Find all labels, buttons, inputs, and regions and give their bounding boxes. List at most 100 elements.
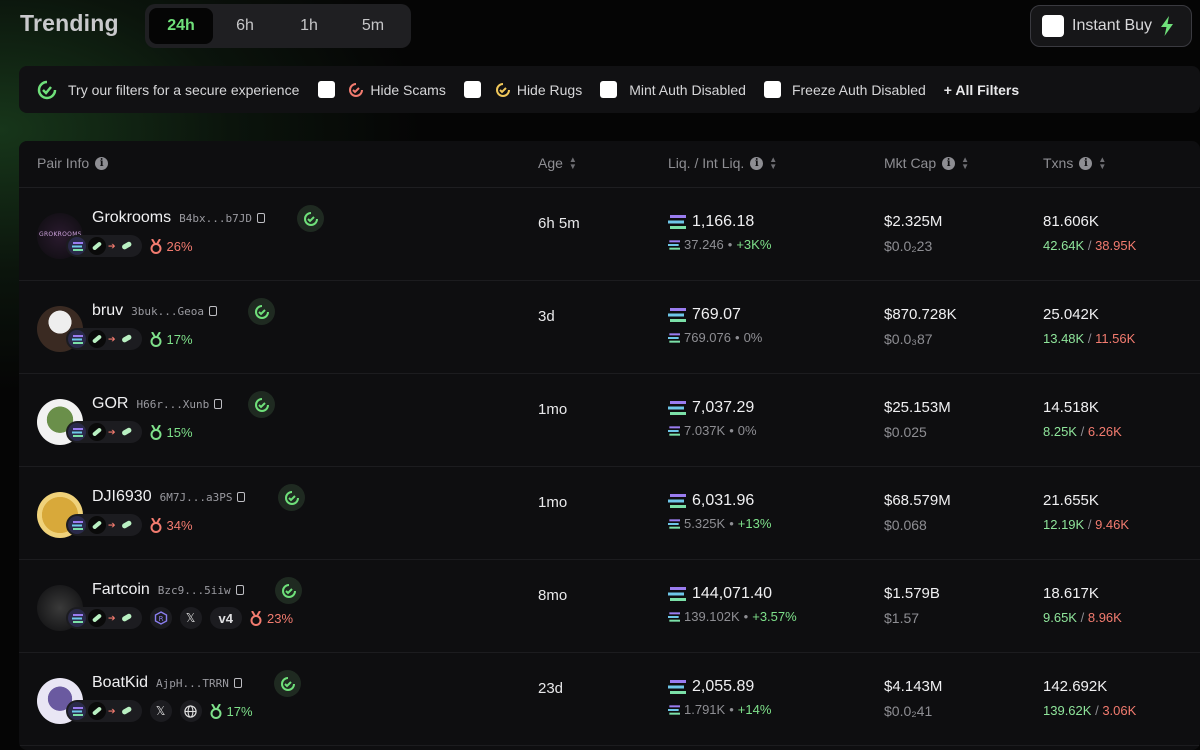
info-icon[interactable]: i xyxy=(1079,156,1093,170)
separator-dot: • xyxy=(729,516,734,531)
token-address: B4bx...b7JD xyxy=(179,212,252,225)
age-value: 6h 5m xyxy=(538,215,580,232)
mint-auth-checkbox[interactable] xyxy=(600,81,618,98)
security-shield-icon[interactable] xyxy=(274,670,301,697)
txns-cell: 21.655K 12.19K / 9.46K xyxy=(1043,492,1129,532)
copy-icon[interactable] xyxy=(214,399,223,409)
sort-icon[interactable]: ▲ ▼ xyxy=(769,155,778,171)
mint-auth-label[interactable]: Mint Auth Disabled xyxy=(629,81,746,98)
table-row[interactable]: BoatKid AjpH...TRRN ➔ 𝕏 17% 23d xyxy=(19,653,1200,746)
market-cap-value: $4.143M xyxy=(884,678,943,695)
all-filters-button[interactable]: + All Filters xyxy=(943,81,1020,98)
chain-route[interactable]: ➔ xyxy=(66,421,142,443)
age-value: 3d xyxy=(538,308,555,325)
copy-icon[interactable] xyxy=(235,585,244,595)
market-cap-cell: $870.728K $0.0₃87 xyxy=(884,306,957,347)
chain-route[interactable]: ➔ xyxy=(66,607,142,629)
buys-value: 42.64K xyxy=(1043,238,1085,253)
timeframe-6h[interactable]: 6h xyxy=(236,17,254,34)
table-row[interactable]: GROKROOMS Grokrooms B4bx...b7JD ➔ 26% xyxy=(19,188,1200,281)
security-shield-icon[interactable] xyxy=(248,391,275,418)
copy-icon[interactable] xyxy=(233,678,242,688)
table-row[interactable]: DJI6930 6M7J...a3PS ➔ 34% 1mo xyxy=(19,467,1200,560)
market-cap-value: $2.325M xyxy=(884,213,943,230)
token-name[interactable]: BoatKid xyxy=(92,674,149,691)
instant-buy-checkbox[interactable] xyxy=(1042,15,1064,37)
hide-rugs-checkbox[interactable] xyxy=(463,81,481,98)
timeframe-1h[interactable]: 1h xyxy=(300,17,318,34)
raydium-icon[interactable]: R xyxy=(149,607,172,629)
solana-icon xyxy=(68,423,86,441)
token-name[interactable]: Grokrooms xyxy=(92,209,172,226)
liquidity-change: 0% xyxy=(737,423,757,438)
token-address: 3buk...Geoa xyxy=(131,305,204,318)
x-icon[interactable]: 𝕏 xyxy=(179,607,202,629)
medal-icon xyxy=(150,517,162,533)
sort-icon[interactable]: ▲ ▼ xyxy=(568,155,577,171)
security-shield-icon[interactable] xyxy=(248,298,275,325)
token-name[interactable]: bruv xyxy=(92,302,124,319)
copy-icon[interactable] xyxy=(208,306,217,316)
col-age-label: Age xyxy=(538,155,563,171)
instant-buy-button[interactable]: Instant Buy xyxy=(1030,5,1192,47)
timeframe-5m[interactable]: 5m xyxy=(361,17,385,34)
copy-icon[interactable] xyxy=(256,213,265,223)
sort-icon[interactable]: ▲ ▼ xyxy=(1098,155,1107,171)
solana-icon xyxy=(68,516,86,534)
timeframe-24h[interactable]: 24h xyxy=(149,8,213,44)
arrow-right-icon: ➔ xyxy=(108,426,116,437)
hide-scams-filter[interactable]: Hide Scams xyxy=(348,82,446,98)
initial-liquidity-value: 7.037K xyxy=(684,423,726,438)
col-pair-info-label: Pair Info xyxy=(37,155,90,171)
chain-route[interactable]: ➔ xyxy=(66,328,142,350)
token-name[interactable]: DJI6930 xyxy=(92,488,152,505)
chain-route[interactable]: ➔ xyxy=(66,235,142,257)
x-icon[interactable]: 𝕏 xyxy=(149,700,172,722)
solana-icon xyxy=(68,609,86,627)
col-mkt-cap[interactable]: Mkt Cap i ▲ ▼ xyxy=(884,155,969,171)
hide-rugs-filter[interactable]: Hide Rugs xyxy=(495,82,582,98)
arrow-right-icon: ➔ xyxy=(108,612,116,623)
chain-route[interactable]: ➔ xyxy=(66,514,142,536)
solana-icon xyxy=(668,704,680,715)
chain-route[interactable]: ➔ xyxy=(66,700,142,722)
separator-dot: • xyxy=(729,702,734,717)
table-row[interactable]: GOR H66r...Xunb ➔ 15% 1mo xyxy=(19,374,1200,467)
security-shield-icon[interactable] xyxy=(275,577,302,604)
globe-icon[interactable] xyxy=(179,700,202,722)
holder-percentage: 23% xyxy=(250,610,293,626)
txns-value: 14.518K xyxy=(1043,399,1099,416)
col-pair-info: Pair Info i xyxy=(37,155,109,171)
solana-icon xyxy=(668,518,680,529)
medal-icon xyxy=(150,424,162,440)
copy-icon[interactable] xyxy=(237,492,246,502)
info-icon[interactable]: i xyxy=(95,156,109,170)
token-name[interactable]: Fartcoin xyxy=(92,581,150,598)
pill-icon xyxy=(88,423,106,441)
medal-icon xyxy=(150,331,162,347)
sells-value: 3.06K xyxy=(1102,703,1137,718)
info-icon[interactable]: i xyxy=(750,156,764,170)
col-liq[interactable]: Liq. / Int Liq. i ▲ ▼ xyxy=(668,155,777,171)
security-shield-icon[interactable] xyxy=(297,205,324,232)
freeze-auth-label[interactable]: Freeze Auth Disabled xyxy=(791,81,926,98)
sort-icon[interactable]: ▲ ▼ xyxy=(961,155,970,171)
col-age[interactable]: Age ▲ ▼ xyxy=(538,155,577,171)
holder-percentage: 26% xyxy=(150,238,193,254)
token-name[interactable]: GOR xyxy=(92,395,129,412)
col-txns[interactable]: Txns i ▲ ▼ xyxy=(1043,155,1106,171)
info-icon[interactable]: i xyxy=(942,156,956,170)
hide-scams-checkbox[interactable] xyxy=(318,81,336,98)
filter-bar: Try our filters for a secure experience … xyxy=(19,66,1200,113)
table-row[interactable]: bruv 3buk...Geoa ➔ 17% 3d xyxy=(19,281,1200,374)
solana-icon xyxy=(668,239,680,250)
filters-intro: Try our filters for a secure experience xyxy=(36,79,299,101)
market-cap-cell: $2.325M $0.0₂23 xyxy=(884,213,942,254)
buys-value: 9.65K xyxy=(1043,610,1077,625)
sells-value: 9.46K xyxy=(1095,517,1130,532)
security-shield-icon[interactable] xyxy=(278,484,305,511)
separator-dot: • xyxy=(729,423,734,438)
arrow-right-icon: ➔ xyxy=(108,519,116,530)
freeze-auth-checkbox[interactable] xyxy=(763,81,781,98)
